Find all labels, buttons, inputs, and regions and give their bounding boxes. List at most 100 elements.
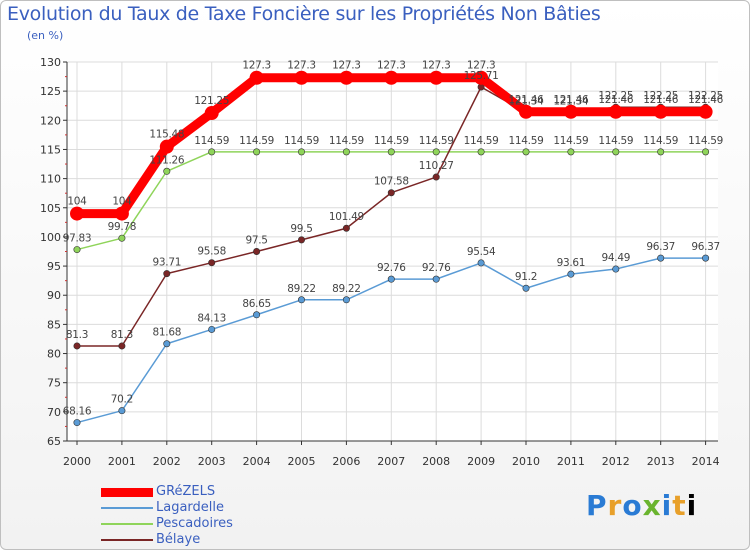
data-point-lagardelle — [253, 311, 261, 319]
data-label-b-laye: 101.49 — [329, 211, 364, 223]
y-tick-label: 120 — [40, 114, 61, 127]
legend-swatch-grezels — [101, 488, 153, 497]
data-point-lagardelle — [342, 296, 350, 304]
data-point-b-laye — [387, 189, 395, 197]
data-label-b-laye: 93.71 — [153, 257, 182, 269]
data-label-gr-zels: 127.3 — [287, 60, 316, 72]
data-label-b-laye: 122.25 — [598, 90, 633, 102]
logo-letter: t — [672, 489, 687, 522]
data-point-b-laye — [342, 224, 350, 232]
y-tick-label: 75 — [47, 377, 61, 390]
y-tick-label: 65 — [47, 435, 61, 448]
data-point-gr-zels — [294, 70, 309, 85]
data-point-pescadoires — [163, 167, 171, 175]
data-point-lagardelle — [432, 275, 440, 283]
data-label-b-laye: 125.71 — [464, 70, 499, 82]
data-point-pescadoires — [297, 148, 305, 156]
x-tick-label: 2010 — [512, 455, 540, 468]
x-tick-label: 2005 — [288, 455, 316, 468]
data-label-lagardelle: 92.76 — [422, 262, 451, 274]
data-point-gr-zels — [563, 104, 578, 119]
data-label-lagardelle: 91.2 — [515, 271, 537, 283]
data-point-pescadoires — [612, 148, 620, 156]
y-tick-label: 85 — [47, 318, 61, 331]
data-label-b-laye: 122.25 — [688, 90, 723, 102]
x-tick-label: 2008 — [422, 455, 450, 468]
data-point-gr-zels — [70, 206, 84, 221]
chart-subtitle: (en %) — [27, 29, 64, 42]
legend-label-belaye: Bélaye — [156, 532, 201, 547]
data-point-pescadoires — [208, 148, 216, 156]
data-label-lagardelle: 95.54 — [467, 246, 496, 258]
data-point-gr-zels — [519, 104, 533, 119]
data-point-pescadoires — [432, 148, 440, 156]
x-tick-label: 2006 — [332, 455, 360, 468]
data-label-gr-zels: 121.46 — [643, 94, 679, 106]
data-point-gr-zels — [204, 106, 219, 121]
data-label-gr-zels: 104 — [67, 196, 87, 208]
data-point-pescadoires — [522, 148, 530, 156]
logo-letter: P — [586, 489, 608, 522]
data-label-gr-zels: 127.3 — [242, 60, 271, 72]
data-point-lagardelle — [118, 407, 126, 415]
data-point-pescadoires — [387, 148, 395, 156]
legend-swatch-belaye — [101, 539, 153, 541]
data-label-gr-zels: 127.3 — [422, 60, 451, 72]
data-label-b-laye: 122.25 — [643, 90, 678, 102]
data-label-gr-zels: 127.3 — [467, 60, 496, 72]
x-tick-label: 2007 — [377, 455, 405, 468]
data-label-lagardelle: 94.49 — [602, 252, 631, 264]
data-point-gr-zels — [429, 70, 444, 85]
data-label-pescadoires: 114.59 — [284, 135, 319, 147]
data-point-gr-zels — [474, 70, 489, 85]
x-tick-label: 2000 — [63, 455, 91, 468]
data-label-gr-zels: 115.48 — [149, 129, 184, 141]
logo-letter: i — [661, 489, 673, 522]
plot-area — [67, 62, 718, 441]
data-label-pescadoires: 114.59 — [509, 135, 544, 147]
data-label-gr-zels: 104 — [112, 196, 132, 208]
data-point-gr-zels — [249, 70, 264, 85]
data-label-gr-zels: 121.46 — [509, 94, 545, 106]
data-point-lagardelle — [567, 270, 575, 278]
y-tick-label: 125 — [40, 85, 61, 98]
y-tick-label: 110 — [40, 173, 61, 186]
data-point-lagardelle — [163, 340, 171, 348]
data-point-b-laye — [253, 248, 261, 256]
data-point-gr-zels — [608, 104, 623, 119]
data-point-b-laye — [208, 259, 216, 267]
y-tick-label: 95 — [47, 260, 61, 273]
data-label-pescadoires: 114.59 — [464, 135, 499, 147]
data-point-lagardelle — [297, 296, 305, 304]
data-label-b-laye: 81.3 — [111, 329, 133, 341]
data-label-b-laye: 107.58 — [374, 176, 409, 188]
logo-letter: r — [607, 489, 623, 522]
data-label-lagardelle: 84.13 — [197, 312, 226, 324]
data-label-b-laye: 110.27 — [419, 160, 454, 172]
x-tick-label: 2013 — [647, 455, 675, 468]
x-tick-label: 2012 — [602, 455, 630, 468]
data-label-lagardelle: 86.65 — [242, 298, 271, 310]
data-point-pescadoires — [567, 148, 575, 156]
data-point-b-laye — [297, 236, 305, 244]
data-point-lagardelle — [208, 325, 216, 333]
data-label-b-laye: 97.5 — [246, 235, 268, 247]
data-point-pescadoires — [253, 148, 261, 156]
proxiti-logo: Proxiti — [586, 489, 697, 522]
data-point-gr-zels — [339, 70, 354, 85]
data-label-pescadoires: 114.59 — [374, 135, 409, 147]
logo-letter: x — [642, 489, 662, 522]
legend-label-lagardelle: Lagardelle — [156, 500, 225, 515]
x-tick-label: 2011 — [557, 455, 585, 468]
data-point-lagardelle — [477, 259, 485, 267]
data-point-pescadoires — [73, 246, 81, 254]
data-label-pescadoires: 114.59 — [329, 135, 364, 147]
data-point-b-laye — [163, 270, 171, 278]
data-label-pescadoires: 114.59 — [643, 135, 678, 147]
data-point-pescadoires — [477, 148, 485, 156]
data-point-gr-zels — [698, 104, 713, 119]
data-label-lagardelle: 93.61 — [557, 257, 586, 269]
x-tick-label: 2002 — [153, 455, 181, 468]
